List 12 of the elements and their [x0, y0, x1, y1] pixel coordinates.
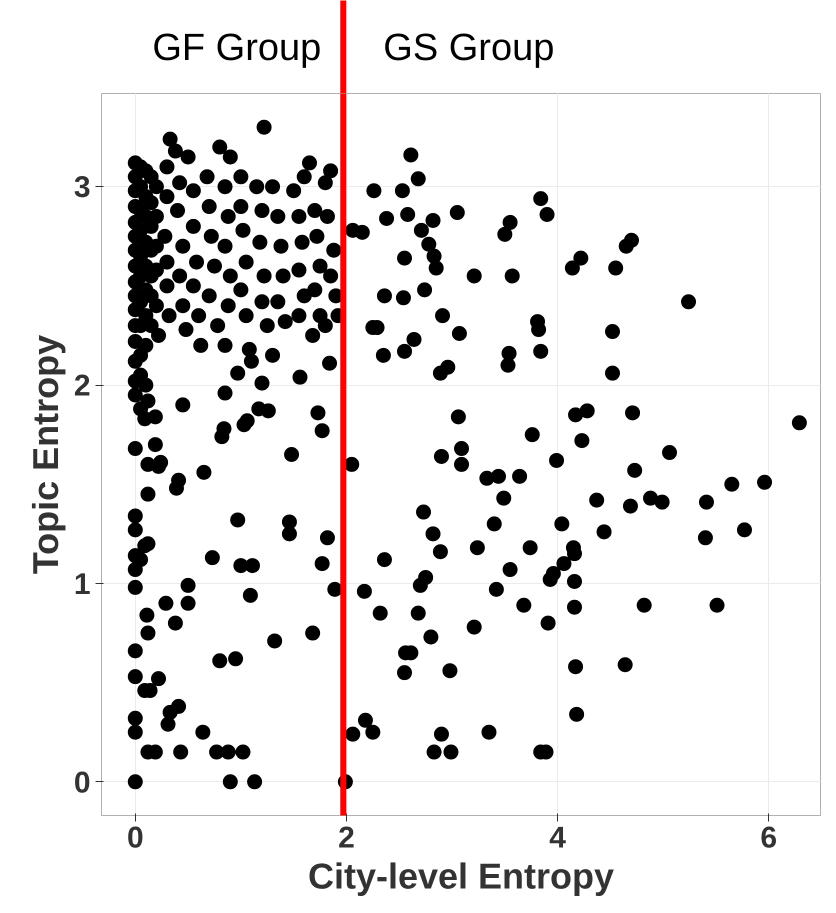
x-tick-label: 4 — [549, 822, 566, 854]
text: GS Group — [383, 27, 554, 69]
x-tick-label: 2 — [338, 822, 355, 854]
x-tick-label: 0 — [126, 822, 144, 854]
x-axis-title: City-level Entropy — [308, 856, 614, 896]
y-tick-label: 2 — [74, 370, 91, 403]
y-tick-label: 1 — [74, 568, 91, 601]
x-tick-label: 6 — [760, 822, 778, 854]
text: GF Group — [152, 27, 322, 69]
y-tick-label: 3 — [74, 171, 91, 204]
y-axis-title: Topic Entropy — [24, 334, 66, 574]
y-tick-label: 0 — [74, 766, 91, 800]
